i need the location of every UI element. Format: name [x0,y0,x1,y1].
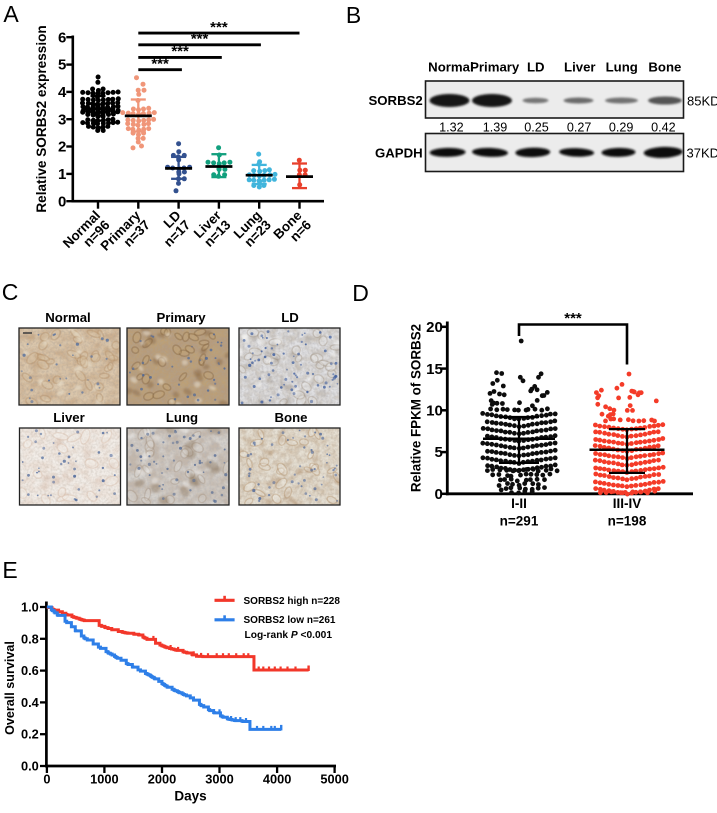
svg-text:0.2: 0.2 [21,727,39,742]
svg-text:Relative FPKM of SORBS2: Relative FPKM of SORBS2 [409,324,424,492]
svg-text:Lungn=23: Lungn=23 [231,208,274,251]
svg-text:Bone: Bone [648,60,681,75]
svg-text:Liver: Liver [564,60,596,75]
svg-text:10: 10 [426,403,443,420]
svg-text:0.42: 0.42 [651,120,676,134]
svg-text:LD: LD [281,310,299,325]
svg-text:Lung: Lung [606,60,638,75]
svg-text:5: 5 [58,57,66,74]
svg-text:5000: 5000 [320,772,348,787]
svg-text:0: 0 [58,193,66,210]
svg-text:III-IV: III-IV [613,496,642,511]
svg-text:3000: 3000 [205,772,233,787]
svg-text:0: 0 [434,486,442,503]
svg-text:Lung: Lung [166,410,198,425]
svg-text:Primary: Primary [470,60,520,75]
svg-text:GAPDH: GAPDH [375,145,423,160]
svg-text:A: A [3,1,19,27]
svg-text:Normal: Normal [428,60,473,75]
svg-text:E: E [2,557,17,583]
svg-text:B: B [346,2,361,28]
svg-text:0.8: 0.8 [21,631,39,646]
svg-text:***: *** [191,31,209,48]
svg-text:1: 1 [58,166,66,183]
svg-text:D: D [352,280,369,306]
svg-text:***: *** [151,56,169,73]
svg-text:C: C [2,279,19,305]
svg-text:***: *** [564,310,582,327]
svg-text:Days: Days [174,789,206,804]
svg-text:4000: 4000 [263,772,291,787]
svg-text:Log-rank P <0.001: Log-rank P <0.001 [245,630,333,641]
svg-text:20: 20 [426,319,443,336]
svg-text:LD: LD [527,60,545,75]
svg-text:SORBS2: SORBS2 [369,93,423,108]
svg-text:0.25: 0.25 [524,120,549,134]
svg-text:4: 4 [58,84,67,101]
svg-text:2: 2 [58,139,66,156]
svg-text:Relative SORBS2 expression: Relative SORBS2 expression [34,25,49,212]
svg-text:1.32: 1.32 [439,120,464,134]
svg-text:1.39: 1.39 [483,120,508,134]
svg-text:I-II: I-II [511,496,527,511]
svg-text:Bone: Bone [275,410,308,425]
svg-text:0.6: 0.6 [21,663,39,678]
svg-text:Normaln=96: Normaln=96 [60,208,113,261]
svg-text:LDn=17: LDn=17 [151,207,193,249]
svg-text:Liver: Liver [53,410,85,425]
svg-text:6: 6 [58,29,66,46]
svg-text:5: 5 [434,444,442,461]
svg-text:Livern=13: Livern=13 [191,207,234,250]
svg-text:85KD: 85KD [687,93,717,108]
svg-text:37KD: 37KD [687,145,717,160]
svg-text:2000: 2000 [148,772,176,787]
svg-text:Normal: Normal [45,310,90,325]
svg-text:0.29: 0.29 [609,120,634,134]
svg-text:SORBS2 high n=228: SORBS2 high n=228 [244,596,341,607]
svg-text:***: *** [171,43,189,60]
svg-text:n=198: n=198 [608,514,647,529]
svg-text:Primaryn=37: Primaryn=37 [98,207,154,263]
svg-text:1000: 1000 [90,772,118,787]
svg-text:3: 3 [58,111,66,128]
svg-text:Bonen=6: Bonen=6 [270,208,314,252]
svg-text:0.4: 0.4 [21,695,40,710]
svg-text:Overall survival: Overall survival [3,641,17,735]
svg-text:SORBS2 low n=261: SORBS2 low n=261 [244,615,336,626]
svg-text:1.0: 1.0 [21,600,39,615]
svg-text:n=291: n=291 [500,514,539,529]
svg-text:0.27: 0.27 [567,120,592,134]
svg-text:0.0: 0.0 [21,759,39,774]
svg-text:***: *** [210,19,228,36]
svg-text:0: 0 [43,772,50,787]
svg-text:15: 15 [426,361,443,378]
svg-text:Primary: Primary [156,310,206,325]
